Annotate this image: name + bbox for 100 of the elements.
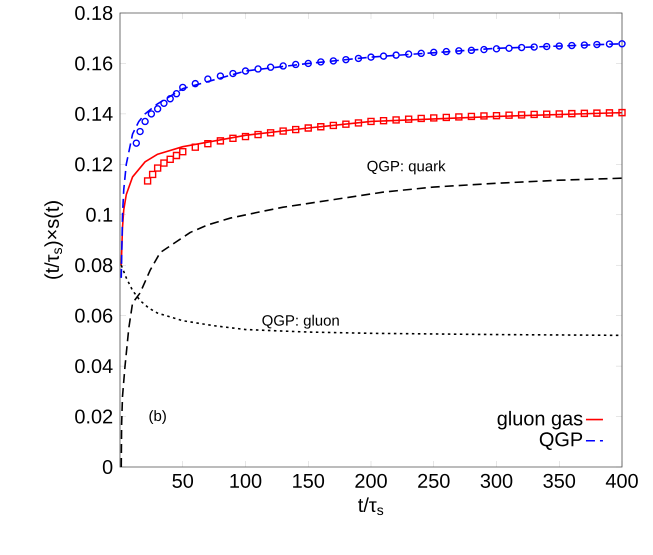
point	[204, 75, 212, 83]
point	[254, 130, 262, 138]
point	[480, 46, 488, 54]
point	[148, 110, 156, 118]
point	[606, 109, 614, 117]
y-tick-label: 0.14	[75, 106, 113, 121]
point	[492, 112, 500, 120]
point	[292, 126, 300, 134]
point	[342, 120, 350, 128]
x-tick-label: 350	[543, 474, 576, 488]
point	[593, 40, 601, 48]
point	[543, 42, 550, 50]
point	[166, 95, 174, 102]
y-tick-label: 0.12	[75, 157, 112, 172]
point	[192, 80, 199, 88]
x-tick-label: 150	[293, 474, 324, 488]
x-tick-label: 200	[355, 474, 387, 488]
point	[418, 50, 425, 58]
point	[354, 119, 362, 127]
point	[430, 48, 438, 56]
point	[179, 148, 186, 156]
y-tick-label: 0.04	[75, 359, 113, 374]
y-tick-label: 0.16	[75, 56, 112, 70]
point	[141, 118, 149, 126]
point	[618, 108, 626, 116]
point	[229, 134, 237, 142]
point	[279, 127, 287, 135]
point	[543, 110, 550, 118]
point	[530, 110, 538, 118]
point	[455, 113, 463, 121]
point	[568, 110, 576, 118]
point	[144, 177, 152, 185]
point	[160, 100, 168, 107]
point	[242, 132, 250, 140]
y-tick-label: 0.1	[86, 208, 112, 222]
point	[279, 62, 287, 70]
point	[580, 110, 588, 118]
point	[317, 58, 324, 66]
point	[216, 137, 224, 145]
point	[468, 46, 476, 54]
point	[556, 110, 563, 118]
point	[618, 40, 626, 48]
x-tick-label: 250	[418, 474, 450, 488]
y-tick-label: 0	[102, 460, 112, 474]
point	[468, 112, 476, 120]
point	[568, 42, 576, 50]
legend-label: QGP	[540, 432, 582, 450]
point	[172, 90, 180, 98]
point	[354, 54, 362, 62]
point	[166, 156, 174, 163]
point	[380, 52, 388, 60]
point	[342, 56, 350, 64]
y-tick-label: 0.02	[75, 410, 112, 424]
annotation: (b)	[149, 410, 166, 424]
annotation: QGP: gluon	[262, 314, 339, 329]
point	[430, 114, 438, 122]
point	[367, 53, 375, 61]
point	[304, 124, 312, 132]
point	[154, 105, 162, 113]
point	[404, 115, 412, 123]
point	[330, 57, 338, 65]
y-tick-label: 0.06	[75, 308, 112, 323]
point	[266, 64, 274, 71]
point	[160, 159, 168, 167]
point	[418, 114, 425, 122]
x-tick-label: 400	[606, 474, 638, 488]
point	[292, 60, 300, 68]
x-tick-label: 100	[230, 474, 262, 488]
point	[442, 114, 450, 122]
point	[148, 170, 156, 178]
point	[304, 60, 312, 68]
point	[606, 40, 614, 48]
point	[136, 128, 144, 136]
point	[242, 67, 250, 75]
point	[216, 72, 224, 80]
y-tick-label: 0.18	[75, 6, 112, 20]
x-tick-label: 300	[480, 474, 512, 488]
point	[179, 84, 186, 92]
point	[172, 152, 180, 160]
point	[204, 140, 212, 148]
point	[392, 51, 400, 59]
point	[132, 139, 140, 147]
point	[518, 111, 526, 119]
point	[593, 109, 601, 117]
point	[380, 116, 388, 124]
point	[492, 45, 500, 53]
point	[154, 164, 162, 172]
point	[505, 44, 513, 52]
y-axis-title: (t/τ$_{s}$)×s(t)	[44, 201, 63, 279]
point	[192, 143, 199, 151]
line-series	[120, 112, 622, 266]
x-axis-title: t/τ$_{s}$	[358, 497, 384, 516]
point	[480, 112, 488, 120]
point	[556, 42, 563, 50]
point	[367, 118, 375, 126]
annotation: QGP: quark	[367, 160, 446, 174]
point	[530, 43, 538, 51]
point	[580, 41, 588, 49]
point	[505, 111, 513, 119]
y-tick-label: 0.08	[75, 258, 112, 272]
